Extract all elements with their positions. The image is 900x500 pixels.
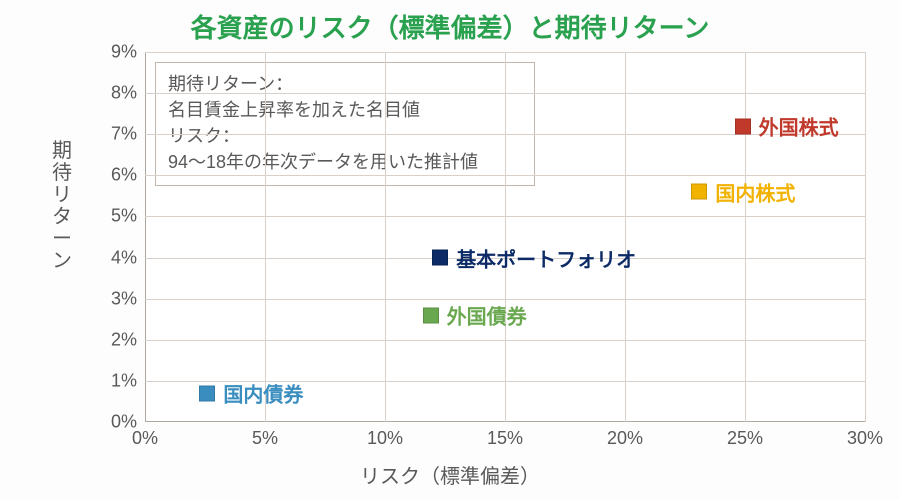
square-marker-icon bbox=[691, 184, 707, 200]
x-tick-label: 30% bbox=[847, 422, 883, 449]
chart-title: 各資産のリスク（標準偏差）と期待リターン bbox=[0, 8, 900, 45]
y-tick-label: 7% bbox=[111, 124, 145, 145]
annotation-box: 期待リターン： 名目賃金上昇率を加えた名目値 リスク： 94～18年の年次データ… bbox=[155, 62, 535, 186]
data-point-label: 国内債券 bbox=[223, 379, 303, 408]
y-tick-label: 3% bbox=[111, 288, 145, 309]
x-tick-label: 5% bbox=[252, 422, 278, 449]
data-point-label: 基本ポートフォリオ bbox=[456, 243, 636, 272]
data-point-foreign_stocks: 外国株式 bbox=[735, 112, 839, 141]
gridline-vertical bbox=[385, 52, 386, 422]
data-point-base_portfolio: 基本ポートフォリオ bbox=[432, 243, 636, 272]
square-marker-icon bbox=[199, 385, 215, 401]
square-marker-icon bbox=[735, 118, 751, 134]
note-line: 名目賃金上昇率を加えた名目値 bbox=[168, 97, 522, 123]
x-tick-label: 25% bbox=[727, 422, 763, 449]
gridline-vertical bbox=[865, 52, 866, 422]
y-tick-label: 2% bbox=[111, 329, 145, 350]
y-axis-line bbox=[145, 52, 146, 422]
gridline-vertical bbox=[745, 52, 746, 422]
note-line: 94～18年の年次データを用いた推計値 bbox=[168, 149, 522, 175]
note-line: リスク： bbox=[168, 123, 522, 149]
y-tick-label: 5% bbox=[111, 206, 145, 227]
y-tick-label: 9% bbox=[111, 42, 145, 63]
plot-area: 期待リターン： 名目賃金上昇率を加えた名目値 リスク： 94～18年の年次データ… bbox=[145, 52, 865, 422]
y-tick-label: 8% bbox=[111, 83, 145, 104]
x-tick-label: 15% bbox=[487, 422, 523, 449]
data-point-domestic_stocks: 国内株式 bbox=[691, 177, 795, 206]
y-tick-label: 1% bbox=[111, 370, 145, 391]
data-point-label: 国内株式 bbox=[715, 177, 795, 206]
y-axis-label: 期待リターン bbox=[52, 140, 72, 272]
gridline-vertical bbox=[625, 52, 626, 422]
data-point-domestic_bonds: 国内債券 bbox=[199, 379, 303, 408]
data-point-foreign_bonds: 外国債券 bbox=[423, 301, 527, 330]
square-marker-icon bbox=[423, 307, 439, 323]
x-tick-label: 10% bbox=[367, 422, 403, 449]
gridline-vertical bbox=[265, 52, 266, 422]
square-marker-icon bbox=[432, 250, 448, 266]
x-tick-label: 0% bbox=[132, 422, 158, 449]
data-point-label: 外国債券 bbox=[447, 301, 527, 330]
data-point-label: 外国株式 bbox=[759, 112, 839, 141]
x-axis-label: リスク（標準偏差） bbox=[0, 460, 900, 489]
gridline-vertical bbox=[505, 52, 506, 422]
y-tick-label: 4% bbox=[111, 247, 145, 268]
y-tick-label: 6% bbox=[111, 165, 145, 186]
x-tick-label: 20% bbox=[607, 422, 643, 449]
